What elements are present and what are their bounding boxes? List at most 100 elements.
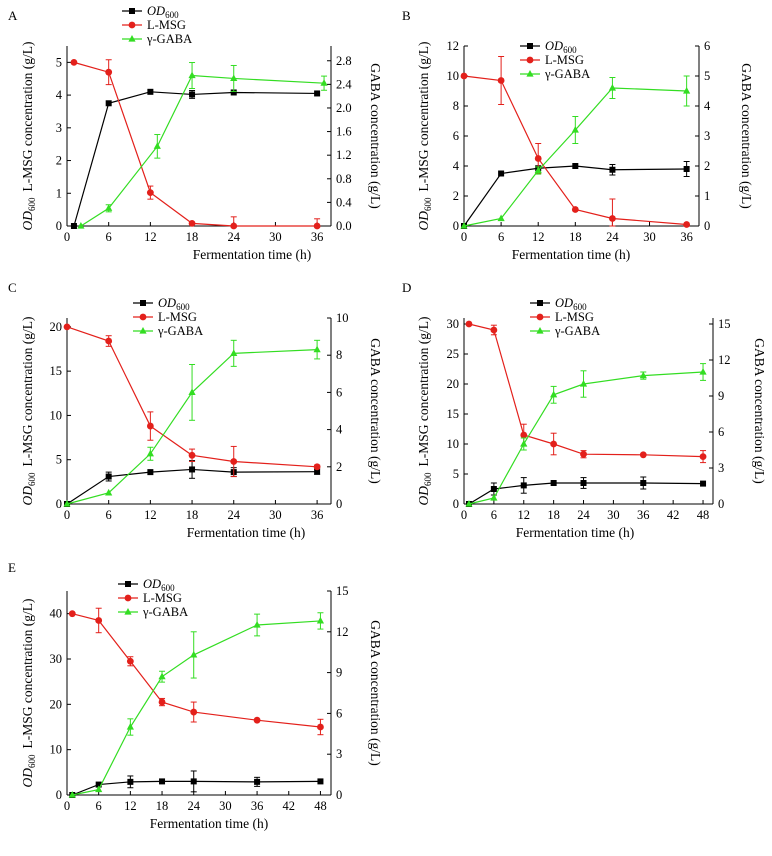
x-axis-title: Fermentation time (h) — [193, 247, 311, 262]
x-tick-label: 36 — [680, 230, 693, 244]
od-label: OD — [20, 768, 35, 788]
legend-label: L-MSG — [555, 310, 594, 324]
y-right-tick-label: 0.8 — [336, 172, 352, 186]
panel-label: C — [8, 280, 17, 295]
data-point — [230, 89, 237, 96]
x-axis-title: Fermentation time (h) — [516, 525, 634, 540]
y-right-tick-label: 2.4 — [336, 77, 352, 91]
x-tick-label: 30 — [219, 799, 232, 813]
legend-label: L-MSG — [158, 310, 197, 324]
y-right-tick-label: 0 — [336, 788, 342, 802]
data-point — [188, 388, 196, 395]
y-left-tick-label: 2 — [56, 154, 62, 168]
data-point — [158, 672, 166, 680]
x-tick-label: 30 — [607, 508, 620, 522]
od-label: OD — [416, 486, 431, 506]
panel-label: B — [402, 8, 411, 23]
y-right-axis-title: GABA concentration (g/L) — [739, 63, 754, 208]
data-point — [498, 170, 505, 177]
y-left-tick-label: 10 — [447, 69, 460, 83]
y-left-tick-label: 40 — [50, 607, 63, 621]
series-od600 — [69, 770, 324, 798]
legend-label-main: OD — [555, 296, 573, 310]
data-point — [105, 100, 112, 107]
legend-marker — [536, 327, 544, 334]
msg-label: L-MSG concentration (g/L) — [416, 42, 431, 192]
data-point — [127, 778, 134, 785]
x-tick-label: 30 — [269, 508, 282, 522]
y-left-tick-label: 10 — [50, 408, 63, 422]
legend-label: OD600 — [545, 39, 577, 55]
legend-label: OD600 — [147, 4, 179, 20]
y-right-tick-label: 6 — [336, 385, 342, 399]
y-left-tick-label: 12 — [447, 39, 460, 53]
data-point — [105, 488, 113, 496]
x-tick-label: 24 — [227, 508, 240, 522]
data-point — [316, 616, 325, 624]
y-right-axis-title: GABA concentration (g/L) — [368, 338, 383, 483]
series-l-msg — [63, 323, 321, 478]
data-point — [146, 189, 154, 197]
x-tick-label: 6 — [498, 230, 504, 244]
data-point — [70, 58, 78, 66]
x-tick-label: 36 — [251, 799, 264, 813]
data-point — [520, 440, 528, 447]
y-right-tick-label: 3 — [704, 129, 710, 143]
y-right-tick-label: 2 — [704, 159, 710, 173]
data-point — [550, 390, 558, 398]
series-od600 — [70, 88, 321, 229]
y-left-tick-label: 8 — [453, 99, 459, 113]
x-tick-label: 30 — [269, 230, 282, 244]
x-tick-label: 12 — [532, 230, 545, 244]
legend-label: OD600 — [143, 577, 175, 593]
data-point — [188, 219, 196, 227]
x-tick-label: 18 — [156, 799, 169, 813]
data-point — [699, 453, 707, 460]
y-right-axis-title: GABA concentration (g/L) — [752, 338, 767, 483]
legend-label: OD600 — [158, 296, 190, 312]
legend-marker — [128, 21, 136, 29]
legend-label-main: L-MSG — [545, 53, 584, 67]
data-point — [572, 163, 579, 169]
data-point — [497, 77, 505, 84]
panel-e: E0 6 12 18 24 30 36 42 4801020304003691215Fermen… — [8, 560, 383, 831]
data-point — [105, 68, 113, 76]
data-point — [497, 214, 505, 222]
x-tick-label: 12 — [124, 799, 137, 813]
x-axis-title: Fermentation time (h) — [150, 816, 268, 831]
series-l-msg — [460, 56, 691, 228]
legend-label-main: OD — [158, 296, 176, 310]
series-line — [66, 468, 318, 505]
y-right-tick-label: 2 — [336, 460, 342, 474]
y-right-tick-label: 4 — [336, 423, 343, 437]
data-point — [68, 610, 76, 618]
x-tick-label: 18 — [547, 508, 560, 522]
legend-label-main: OD — [143, 577, 161, 591]
data-point — [317, 723, 324, 731]
data-point — [465, 320, 473, 328]
series-l-msg — [70, 58, 321, 230]
msg-label: L-MSG concentration (g/L) — [20, 42, 35, 192]
data-point — [158, 698, 166, 706]
y-left-tick-label: 5 — [56, 453, 62, 467]
data-point — [683, 87, 691, 94]
legend-marker — [140, 300, 146, 306]
panel-c: C0 6 12 18 24 30 36051015200246810Fermentation… — [8, 280, 383, 540]
legend-label: OD600 — [555, 296, 587, 312]
data-point — [608, 84, 617, 91]
data-point — [609, 215, 616, 222]
y-right-axis-title: GABA concentration (g/L) — [368, 620, 383, 765]
x-tick-label: 0 — [64, 799, 70, 813]
data-point — [700, 480, 707, 487]
series-l-msg — [68, 607, 324, 736]
data-point — [683, 221, 691, 228]
legend-label: γ-GABA — [146, 32, 192, 46]
data-point — [313, 345, 321, 353]
od-subscript: 600 — [27, 754, 37, 768]
legend-marker — [139, 327, 147, 334]
data-point — [68, 791, 76, 798]
legend-label: γ-GABA — [157, 324, 203, 338]
data-point — [190, 708, 198, 716]
